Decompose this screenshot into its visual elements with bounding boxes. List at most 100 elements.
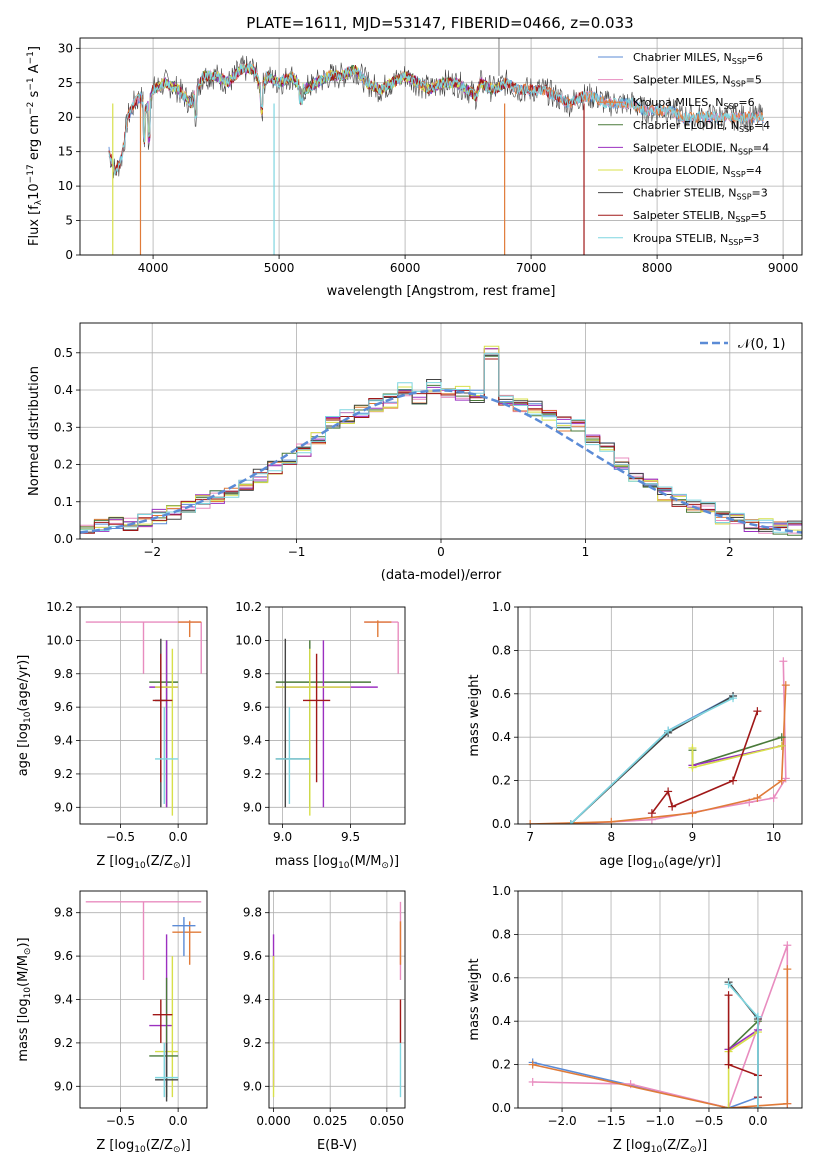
weight-line	[691, 745, 782, 769]
y-tick-label: 9.2	[243, 767, 262, 781]
y-tick-label: 0.0	[54, 532, 73, 546]
x-tick-label: −0.5	[106, 1114, 135, 1128]
y-axis-label: mass [log10(M/M⊙)]	[16, 937, 33, 1061]
x-tick-label: 0.0	[169, 1114, 188, 1128]
y-tick-label: 0.3	[54, 420, 73, 434]
panels: 4000 5000 6000 7000 8000 9000051015202530wave…	[16, 37, 803, 1155]
spectrum-traces	[108, 38, 765, 255]
points	[85, 901, 202, 1102]
legend-entry: Kroupa STELIB, NSSP=3	[633, 232, 759, 247]
y-tick-label: 0.2	[492, 774, 511, 788]
weight-line	[530, 685, 787, 824]
panel-weight-vs-Z: −2.0 −1.5 −1.0 −0.5 0.0 0.0 0.2 0.4 0.6 0.8 1.0 Z […	[467, 884, 803, 1155]
y-tick-label: 1.0	[492, 600, 511, 614]
label-part: 10	[27, 183, 42, 200]
y-tick-label: 15	[58, 145, 73, 159]
label-part: (Z/Z	[146, 854, 173, 869]
label-part: −17	[26, 164, 36, 183]
legend-sub: SSP	[731, 170, 746, 179]
label-part: 10	[134, 861, 146, 871]
x-tick-label: −1	[288, 545, 306, 559]
y-tick-label: 20	[58, 110, 73, 124]
legend-name: Salpeter MILES, N	[633, 74, 731, 87]
label-part: 10	[652, 861, 664, 871]
y-tick-label: 0.4	[492, 730, 511, 744]
data-point	[275, 707, 310, 804]
label-part: ]	[27, 46, 42, 51]
y-tick-label: 5	[65, 214, 73, 228]
panel-mass-vs-ebv: 0.000 0.025 0.050 9.0 9.2 9.4 9.6 9.8 E(B-V)	[243, 890, 406, 1153]
x-tick-label: 9000	[768, 261, 799, 275]
data-point	[152, 999, 173, 1043]
legend-name: Chabrier STELIB, N	[633, 187, 737, 200]
legend-entry: Salpeter MILES, NSSP=5	[633, 74, 762, 89]
figure-title: PLATE=1611, MJD=53147, FIBERID=0466, z=0…	[246, 14, 633, 32]
y-tick-label: 10.2	[235, 600, 262, 614]
label-part: (age/yr)]	[16, 655, 31, 712]
y-tick-label: 9.0	[54, 800, 73, 814]
data-point	[85, 621, 202, 674]
y-tick-label: 0.8	[492, 927, 511, 941]
data-point	[364, 620, 392, 638]
label-part: age [log	[599, 854, 652, 869]
y-tick-label: 10.2	[46, 600, 73, 614]
legend-count: =4	[746, 164, 762, 177]
x-tick-label: −1.0	[645, 1114, 674, 1128]
label-part: ⊙	[381, 861, 389, 871]
legend-entry: Chabrier MILES, NSSP=6	[633, 51, 763, 66]
weight-lines	[528, 941, 792, 1108]
y-axis-label: age [log10(age/yr)]	[16, 655, 33, 777]
axes-frame	[268, 606, 406, 825]
weight-line	[691, 736, 782, 767]
legend-entry: Kroupa ELODIE, NSSP=4	[633, 164, 762, 179]
panel-spectrum: 4000 5000 6000 7000 8000 9000 0 5 10 15 20 25 30 wave…	[26, 37, 803, 299]
x-axis-label: Z [log10(Z/Z⊙)]	[96, 1138, 190, 1155]
label-part: Flux [f	[27, 205, 42, 246]
x-tick-label: 0.000	[256, 1114, 290, 1128]
x-tick-label: 0.0	[169, 830, 188, 844]
y-tick-label: 0.1	[54, 495, 73, 509]
points	[272, 901, 402, 1098]
label-part: erg cm	[27, 115, 42, 164]
y-tick-label: 9.8	[243, 667, 262, 681]
x-axis-label: mass [log10(M/M⊙)]	[275, 854, 399, 871]
legend-name: Chabrier ELODIE, N	[633, 119, 739, 132]
histogram-kroupa-stelib	[80, 353, 802, 533]
y-tick-label: 9.8	[54, 667, 73, 681]
y-tick-label: 9.0	[243, 800, 262, 814]
weight-line	[532, 1016, 759, 1108]
y-tick-label: 9.4	[243, 734, 262, 748]
legend-sub: SSP	[735, 215, 750, 224]
legend-name: Kroupa STELIB, N	[633, 232, 728, 245]
y-tick-label: 9.6	[243, 949, 262, 963]
x-tick-label: 8	[607, 830, 615, 844]
y-tick-label: 10.0	[235, 633, 262, 647]
label-part: ⊙	[689, 1145, 697, 1155]
y-tick-label: 9.2	[243, 1036, 262, 1050]
label-part: )]	[697, 1138, 707, 1153]
y-tick-label: 0.6	[492, 971, 511, 985]
x-tick-label: −0.5	[106, 830, 135, 844]
data-point	[275, 648, 351, 816]
axes-frame	[79, 322, 803, 540]
legend-count: =4	[753, 141, 769, 154]
y-tick-label: 9.0	[54, 1079, 73, 1093]
legend-entry: Chabrier STELIB, NSSP=3	[633, 187, 768, 202]
data-point	[155, 1042, 179, 1098]
y-tick-label: 9.4	[54, 993, 73, 1007]
legend-entry: 𝒩(0, 1)	[738, 337, 785, 352]
legend-name: Salpeter STELIB, N	[633, 209, 735, 222]
label-part: 10	[338, 861, 350, 871]
axes-frame	[517, 890, 803, 1109]
x-tick-label: 0.025	[313, 1114, 347, 1128]
label-part: Z [log	[613, 1138, 651, 1153]
x-tick-label: −0.5	[694, 1114, 723, 1128]
data-point	[364, 621, 399, 674]
panel-age-vs-mass: 9.0 9.5 9.0 9.2 9.4 9.6 9.8 10.0 10.2 mass [log10…	[235, 600, 406, 871]
y-tick-label: 9.4	[54, 734, 73, 748]
spectrum-line	[108, 63, 764, 176]
x-tick-label: 0	[437, 545, 445, 559]
y-tick-label: 9.0	[243, 1079, 262, 1093]
spectrum-line	[108, 63, 585, 176]
